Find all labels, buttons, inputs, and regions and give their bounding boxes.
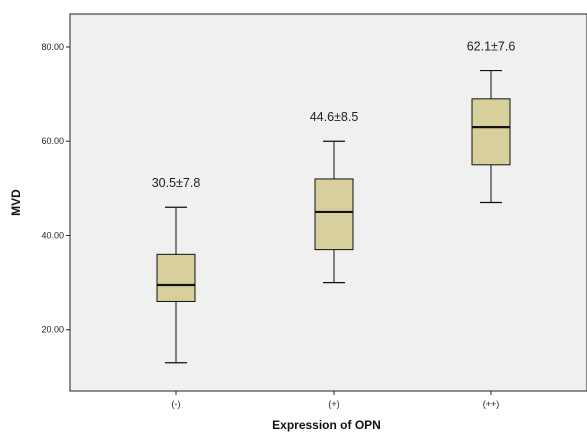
data-label: 30.5±7.8: [152, 176, 201, 190]
box-iqr: [314, 178, 354, 251]
x-tick-label: (+): [328, 399, 339, 409]
boxes: 30.5±7.8 44.6±8.5 62.1±7.6: [152, 40, 516, 364]
y-axis-label: MVD: [9, 189, 23, 216]
y-tick-label: 20.00: [41, 325, 64, 335]
y-axis-ticks: 20.00 40.00 60.00 80.00: [41, 42, 70, 335]
box-group: 44.6±8.5: [310, 110, 359, 284]
x-axis-label: Expression of OPN: [272, 418, 381, 432]
box-group: 30.5±7.8: [152, 176, 201, 364]
box-iqr: [156, 253, 196, 302]
x-tick-label: (-): [172, 399, 181, 409]
y-tick-label: 80.00: [41, 42, 64, 52]
x-tick-label: (++): [483, 399, 500, 409]
data-label: 62.1±7.6: [467, 40, 516, 54]
box-iqr: [471, 98, 511, 166]
x-axis-ticks: (-) (+) (++): [172, 391, 500, 409]
y-tick-label: 60.00: [41, 136, 64, 146]
box-group: 62.1±7.6: [467, 40, 516, 204]
y-tick-label: 40.00: [41, 230, 64, 240]
data-label: 44.6±8.5: [310, 110, 359, 124]
